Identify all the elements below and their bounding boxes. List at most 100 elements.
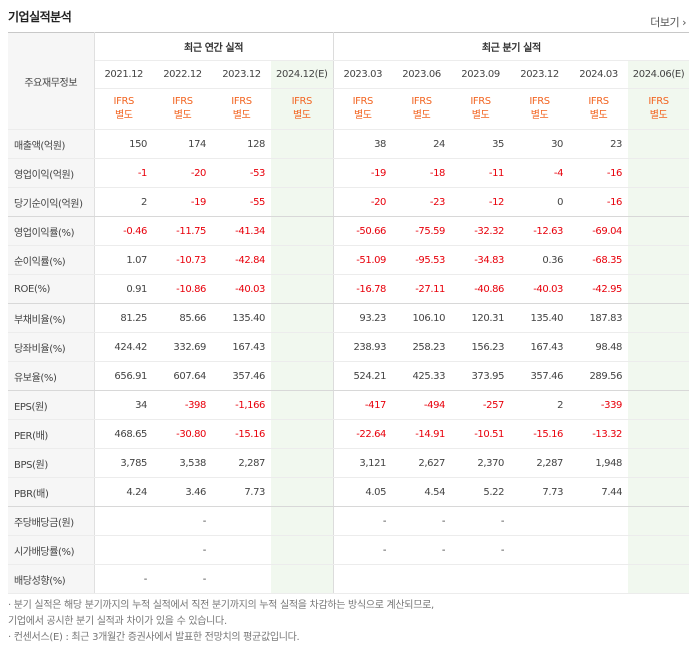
row-label: 당좌비율(%) [8,332,95,362]
period-header: 2024.12(E) [271,60,334,89]
table-cell [628,274,690,304]
table-cell [271,245,334,275]
table-cell: 120.31 [451,303,511,333]
table-cell: 30 [510,129,570,159]
table-cell: 24 [392,129,452,159]
table-cell: -40.03 [212,274,271,304]
table-cell: 156.23 [451,332,511,362]
footnote-3: · 컨센서스(E) : 최근 3개월간 증권사에서 발표한 전망치의 평균값입니… [8,632,300,643]
table-cell: 0.91 [94,274,153,304]
table-cell [628,535,690,565]
period-header: 2022.12 [153,60,212,89]
table-cell: 150 [94,129,153,159]
table-cell [451,564,511,594]
period-header: 2023.06 [392,60,452,89]
table-cell: 4.24 [94,477,153,507]
row-label: PBR(배) [8,477,95,507]
footnote-2: 기업에서 공시한 분기 실적과 차이가 있을 수 있습니다. [8,616,227,627]
table-cell: 468.65 [94,419,153,449]
table-cell [271,303,334,333]
table-cell: 106.10 [392,303,452,333]
table-cell [271,332,334,362]
table-cell: -11.75 [153,216,212,246]
table-cell [628,129,690,159]
table-cell: -16 [569,158,629,188]
table-cell: 1.07 [94,245,153,275]
table-cell: 4.05 [333,477,393,507]
table-cell [94,506,153,536]
table-cell: 2 [94,187,153,217]
section-title: 기업실적분석 [8,10,72,24]
period-header: 2023.12 [510,60,570,89]
table-cell: -14.91 [392,419,452,449]
table-cell: -34.83 [451,245,511,275]
table-row: 영업이익률(%) -0.46 -11.75 -41.34 -50.66 -75.59 -32… [8,216,690,246]
table-cell [271,129,334,159]
table-cell [271,535,334,565]
table-cell: 3,121 [333,448,393,478]
footnote-1: · 분기 실적은 해당 분기까지의 누적 실적에서 직전 분기까지의 누적 실적… [8,600,434,611]
standard-label: IFRS 별도 [212,88,271,130]
table-cell: -16 [569,187,629,217]
standard-label: IFRS 별도 [94,88,153,130]
standard-label: IFRS 별도 [451,88,511,130]
table-cell [628,216,690,246]
table-cell: 174 [153,129,212,159]
table-cell [628,245,690,275]
table-cell [271,564,334,594]
table-cell: -75.59 [392,216,452,246]
table-cell: 3,538 [153,448,212,478]
table-cell: -12.63 [510,216,570,246]
table-cell: 258.23 [392,332,452,362]
table-row: 주당배당금(원) - - - - [8,506,690,536]
table-cell: -32.32 [451,216,511,246]
table-cell: 607.64 [153,361,212,391]
row-label: PER(배) [8,419,95,449]
table-cell: 0 [510,187,570,217]
table-cell: 1,948 [569,448,629,478]
table-row: 시가배당률(%) - - - - [8,535,690,565]
table-cell: -10.73 [153,245,212,275]
quarter-group-header: 최근 분기 실적 [333,32,690,61]
more-link[interactable]: 더보기 › [650,16,686,29]
row-label: 매출액(억원) [8,129,95,159]
table-cell: -11 [451,158,511,188]
table-cell: 238.93 [333,332,393,362]
table-cell: -0.46 [94,216,153,246]
table-cell [510,564,570,594]
table-cell: 4.54 [392,477,452,507]
period-header: 2023.09 [451,60,511,89]
table-cell: - [153,564,212,594]
table-cell: 357.46 [510,361,570,391]
table-cell: 424.42 [94,332,153,362]
table-row: 매출액(억원) 150 174 128 38 24 35 30 23 [8,129,690,159]
table-row: 부채비율(%) 81.25 85.66 135.40 93.23 106.10 120.31… [8,303,690,333]
table-cell: -40.03 [510,274,570,304]
table-cell [569,535,629,565]
table-cell: 128 [212,129,271,159]
table-cell: 167.43 [510,332,570,362]
row-label: 유보율(%) [8,361,95,391]
table-cell: -15.16 [510,419,570,449]
table-cell: 357.46 [212,361,271,391]
table-cell: -339 [569,390,629,420]
table-row: EPS(원) 34 -398 -1,166 -417 -494 -257 2 -339 [8,390,690,420]
table-cell: 38 [333,129,393,159]
table-cell: -22.64 [333,419,393,449]
standard-label: IFRS 별도 [510,88,570,130]
period-header: 2024.06(E) [628,60,690,89]
table-cell: 0.36 [510,245,570,275]
table-cell: -16.78 [333,274,393,304]
period-header: 2024.03 [569,60,629,89]
table-cell: 81.25 [94,303,153,333]
table-cell: 7.73 [212,477,271,507]
table-cell: 2,370 [451,448,511,478]
table-cell [271,216,334,246]
row-label: 주당배당금(원) [8,506,95,536]
row-label: 영업이익률(%) [8,216,95,246]
table-cell: -19 [333,158,393,188]
row-label: ROE(%) [8,274,95,304]
table-cell: 2,287 [212,448,271,478]
table-cell [510,506,570,536]
table-row: 당좌비율(%) 424.42 332.69 167.43 238.93 258.23 156… [8,332,690,362]
